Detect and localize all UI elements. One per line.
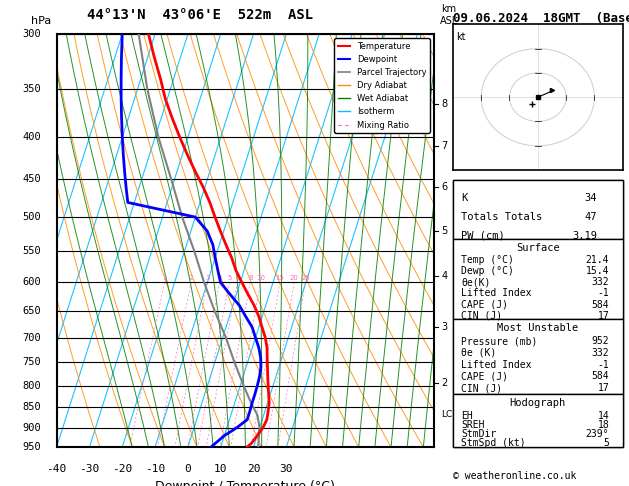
Text: 10: 10 — [256, 276, 265, 281]
Text: 550: 550 — [23, 246, 42, 256]
Text: 2: 2 — [189, 276, 193, 281]
Text: K: K — [462, 193, 467, 203]
Text: 8: 8 — [442, 99, 448, 109]
Text: 332: 332 — [591, 348, 609, 358]
Text: 239°: 239° — [586, 429, 609, 439]
Text: -10: -10 — [145, 464, 165, 474]
Text: 6: 6 — [442, 182, 448, 192]
Text: 15: 15 — [276, 276, 284, 281]
Text: 350: 350 — [23, 84, 42, 94]
Text: 584: 584 — [591, 299, 609, 310]
Text: 1: 1 — [162, 276, 167, 281]
Text: StmSpd (kt): StmSpd (kt) — [462, 438, 526, 448]
FancyBboxPatch shape — [453, 180, 623, 447]
Text: EH: EH — [462, 411, 473, 421]
Text: CIN (J): CIN (J) — [462, 311, 503, 321]
Text: 6: 6 — [235, 276, 240, 281]
Text: -40: -40 — [47, 464, 67, 474]
Text: Lifted Index: Lifted Index — [462, 360, 532, 370]
Text: kt: kt — [456, 32, 466, 42]
Text: 332: 332 — [591, 277, 609, 287]
Text: StmDir: StmDir — [462, 429, 497, 439]
Text: 300: 300 — [23, 29, 42, 39]
Text: CIN (J): CIN (J) — [462, 383, 503, 393]
Text: 18: 18 — [598, 420, 609, 430]
FancyBboxPatch shape — [453, 319, 623, 394]
Text: 5: 5 — [603, 438, 609, 448]
Text: 584: 584 — [591, 371, 609, 382]
Text: 800: 800 — [23, 381, 42, 391]
Text: 0: 0 — [184, 464, 191, 474]
Text: PW (cm): PW (cm) — [462, 230, 505, 241]
Text: -1: -1 — [598, 288, 609, 298]
Text: 17: 17 — [598, 383, 609, 393]
Text: 900: 900 — [23, 423, 42, 433]
Text: 47: 47 — [585, 212, 598, 222]
Text: Temp (°C): Temp (°C) — [462, 255, 515, 265]
Text: 950: 950 — [23, 442, 42, 452]
Text: 8: 8 — [248, 276, 253, 281]
Text: 17: 17 — [598, 311, 609, 321]
Text: 850: 850 — [23, 402, 42, 412]
Text: 2: 2 — [442, 378, 448, 388]
Text: 14: 14 — [598, 411, 609, 421]
Text: 700: 700 — [23, 333, 42, 343]
Text: 30: 30 — [279, 464, 293, 474]
Text: 20: 20 — [290, 276, 299, 281]
Text: -20: -20 — [112, 464, 132, 474]
FancyBboxPatch shape — [453, 239, 623, 319]
Text: 952: 952 — [591, 336, 609, 346]
Text: θe(K): θe(K) — [462, 277, 491, 287]
Text: hPa: hPa — [31, 16, 52, 26]
Text: © weatheronline.co.uk: © weatheronline.co.uk — [453, 471, 576, 481]
Text: CAPE (J): CAPE (J) — [462, 299, 508, 310]
Text: 5: 5 — [227, 276, 231, 281]
Text: CAPE (J): CAPE (J) — [462, 371, 508, 382]
Text: 400: 400 — [23, 132, 42, 142]
Text: 10: 10 — [214, 464, 228, 474]
Text: 20: 20 — [247, 464, 260, 474]
Text: -1: -1 — [598, 360, 609, 370]
Text: 25: 25 — [301, 276, 310, 281]
Text: 500: 500 — [23, 212, 42, 222]
Text: 09.06.2024  18GMT  (Base: 18): 09.06.2024 18GMT (Base: 18) — [453, 12, 629, 25]
FancyBboxPatch shape — [453, 394, 623, 447]
Text: 4: 4 — [442, 271, 448, 281]
Text: 15.4: 15.4 — [586, 266, 609, 276]
Text: Totals Totals: Totals Totals — [462, 212, 543, 222]
Legend: Temperature, Dewpoint, Parcel Trajectory, Dry Adiabat, Wet Adiabat, Isotherm, Mi: Temperature, Dewpoint, Parcel Trajectory… — [335, 38, 430, 133]
Text: -30: -30 — [79, 464, 99, 474]
Text: 7: 7 — [442, 141, 448, 151]
Text: 5: 5 — [442, 226, 448, 236]
Text: θe (K): θe (K) — [462, 348, 497, 358]
Text: 650: 650 — [23, 306, 42, 316]
FancyBboxPatch shape — [453, 180, 623, 239]
Text: Surface: Surface — [516, 243, 560, 253]
Text: Pressure (mb): Pressure (mb) — [462, 336, 538, 346]
Text: 4: 4 — [218, 276, 222, 281]
Text: Hodograph: Hodograph — [509, 398, 566, 408]
Text: 450: 450 — [23, 174, 42, 184]
Text: 3: 3 — [205, 276, 210, 281]
Text: Mixing Ratio (g/kg): Mixing Ratio (g/kg) — [464, 194, 474, 287]
Text: 750: 750 — [23, 357, 42, 367]
Text: SREH: SREH — [462, 420, 485, 430]
Text: 44°13'N  43°06'E  522m  ASL: 44°13'N 43°06'E 522m ASL — [87, 8, 313, 21]
Text: 3.19: 3.19 — [572, 230, 598, 241]
Text: Dewp (°C): Dewp (°C) — [462, 266, 515, 276]
Text: Most Unstable: Most Unstable — [497, 323, 579, 333]
Text: 34: 34 — [585, 193, 598, 203]
Text: LCL: LCL — [442, 410, 458, 419]
Text: 600: 600 — [23, 278, 42, 287]
Text: Dewpoint / Temperature (°C): Dewpoint / Temperature (°C) — [155, 480, 335, 486]
Text: 21.4: 21.4 — [586, 255, 609, 265]
Text: 3: 3 — [442, 322, 448, 332]
Text: km
ASL: km ASL — [440, 4, 459, 26]
Text: Lifted Index: Lifted Index — [462, 288, 532, 298]
